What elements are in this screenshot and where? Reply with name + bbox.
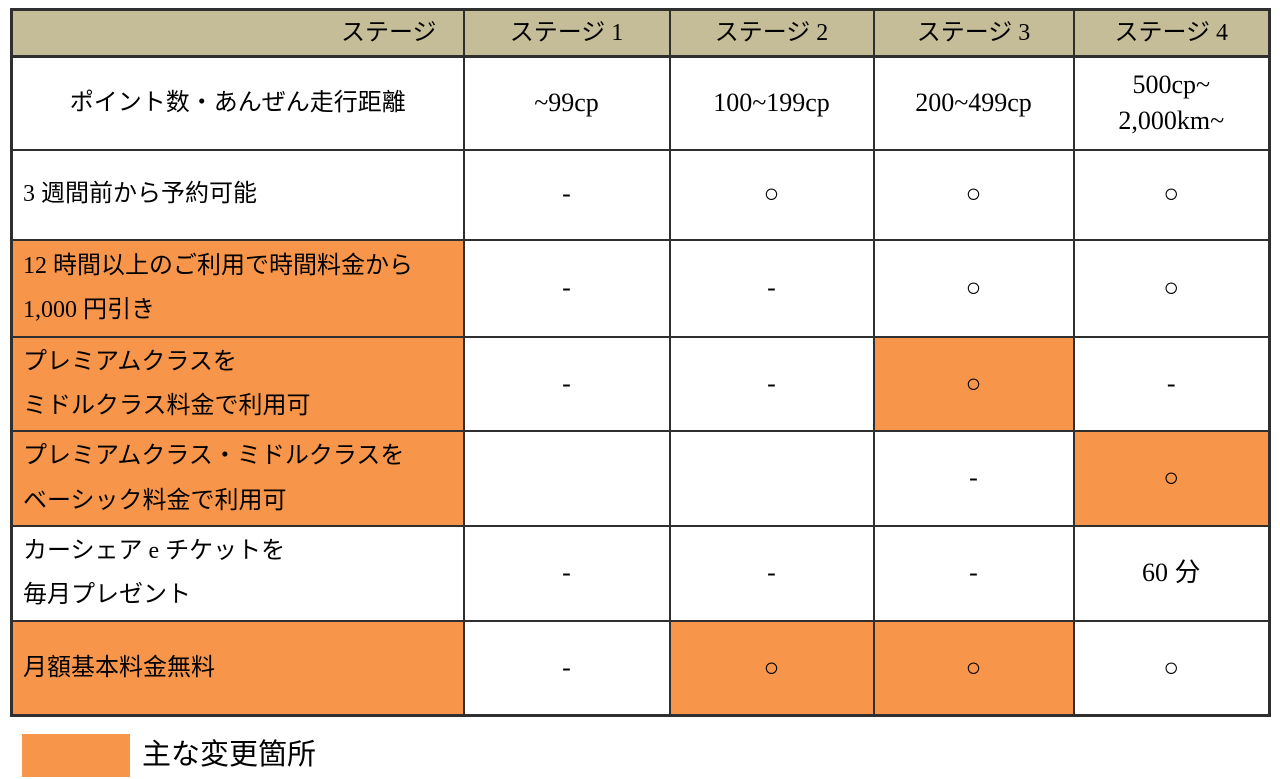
cell-premium-basic-stage2 [668, 430, 875, 528]
cell-points-stage2: 100~199cp [668, 55, 875, 151]
row-label-premium-middle: プレミアムクラスを ミドルクラス料金で利用可 [10, 335, 465, 433]
cell-discount-stage4: ○ [1072, 238, 1271, 338]
row-label-eticket: カーシェア e チケットを 毎月プレゼント [10, 525, 465, 622]
header-stage-4: ステージ 4 [1072, 8, 1271, 58]
row-label-reservation: 3 週間前から予約可能 [10, 148, 465, 241]
table-row-points: ポイント数・あんぜん走行距離 ~99cp 100~199cp 200~499cp… [10, 55, 1271, 151]
cell-reservation-stage1: - [462, 148, 671, 241]
table-row-discount: 12 時間以上のご利用で時間料金から 1,000 円引き - - ○ ○ [10, 238, 1271, 338]
cell-reservation-stage3: ○ [872, 148, 1075, 241]
cell-premium-middle-stage2: - [668, 335, 875, 433]
row-label-premium-basic: プレミアムクラス・ミドルクラスを ベーシック料金で利用可 [10, 430, 465, 528]
highlight-color-swatch [22, 734, 130, 778]
table-row-premium-basic: プレミアムクラス・ミドルクラスを ベーシック料金で利用可 - ○ [10, 430, 1271, 528]
cell-monthly-fee-stage3: ○ [872, 619, 1075, 717]
cell-discount-stage2: - [668, 238, 875, 338]
table-row-reservation: 3 週間前から予約可能 - ○ ○ ○ [10, 148, 1271, 241]
header-stage-2: ステージ 2 [668, 8, 875, 58]
cell-premium-basic-stage3: - [872, 430, 1075, 528]
cell-points-stage4: 500cp~ 2,000km~ [1072, 55, 1271, 151]
cell-premium-middle-stage1: - [462, 335, 671, 433]
row-label-points: ポイント数・あんぜん走行距離 [10, 55, 465, 151]
cell-premium-middle-stage4: - [1072, 335, 1271, 433]
cell-reservation-stage2: ○ [668, 148, 875, 241]
cell-monthly-fee-stage4: ○ [1072, 619, 1271, 717]
cell-premium-basic-stage4: ○ [1072, 430, 1271, 528]
cell-eticket-stage1: - [462, 525, 671, 622]
cell-reservation-stage4: ○ [1072, 148, 1271, 241]
cell-eticket-stage3: - [872, 525, 1075, 622]
cell-discount-stage1: - [462, 238, 671, 338]
table-row-eticket: カーシェア e チケットを 毎月プレゼント - - - 60 分 [10, 525, 1271, 622]
legend-label: 主な変更箇所 [142, 739, 317, 772]
stage-benefits-table: ステージ ステージ 1 ステージ 2 ステージ 3 ステージ 4 ポイント数・あ… [10, 8, 1271, 718]
row-label-discount: 12 時間以上のご利用で時間料金から 1,000 円引き [10, 238, 465, 338]
row-label-monthly-fee: 月額基本料金無料 [10, 619, 465, 717]
cell-monthly-fee-stage2: ○ [668, 619, 875, 717]
cell-eticket-stage2: - [668, 525, 875, 622]
cell-premium-basic-stage1 [462, 430, 671, 528]
cell-discount-stage3: ○ [872, 238, 1075, 338]
table-row-monthly-fee: 月額基本料金無料 - ○ ○ ○ [10, 619, 1271, 717]
cell-points-stage3: 200~499cp [872, 55, 1075, 151]
cell-points-stage1: ~99cp [462, 55, 671, 151]
cell-monthly-fee-stage1: - [462, 619, 671, 717]
header-stage-label: ステージ [10, 8, 465, 58]
table-row-premium-middle: プレミアムクラスを ミドルクラス料金で利用可 - - ○ - [10, 335, 1271, 433]
cell-premium-middle-stage3: ○ [872, 335, 1075, 433]
cell-eticket-stage4: 60 分 [1072, 525, 1271, 622]
legend: 主な変更箇所 [22, 734, 1280, 778]
header-stage-1: ステージ 1 [462, 8, 671, 58]
header-row: ステージ ステージ 1 ステージ 2 ステージ 3 ステージ 4 [10, 8, 1271, 58]
header-stage-3: ステージ 3 [872, 8, 1075, 58]
